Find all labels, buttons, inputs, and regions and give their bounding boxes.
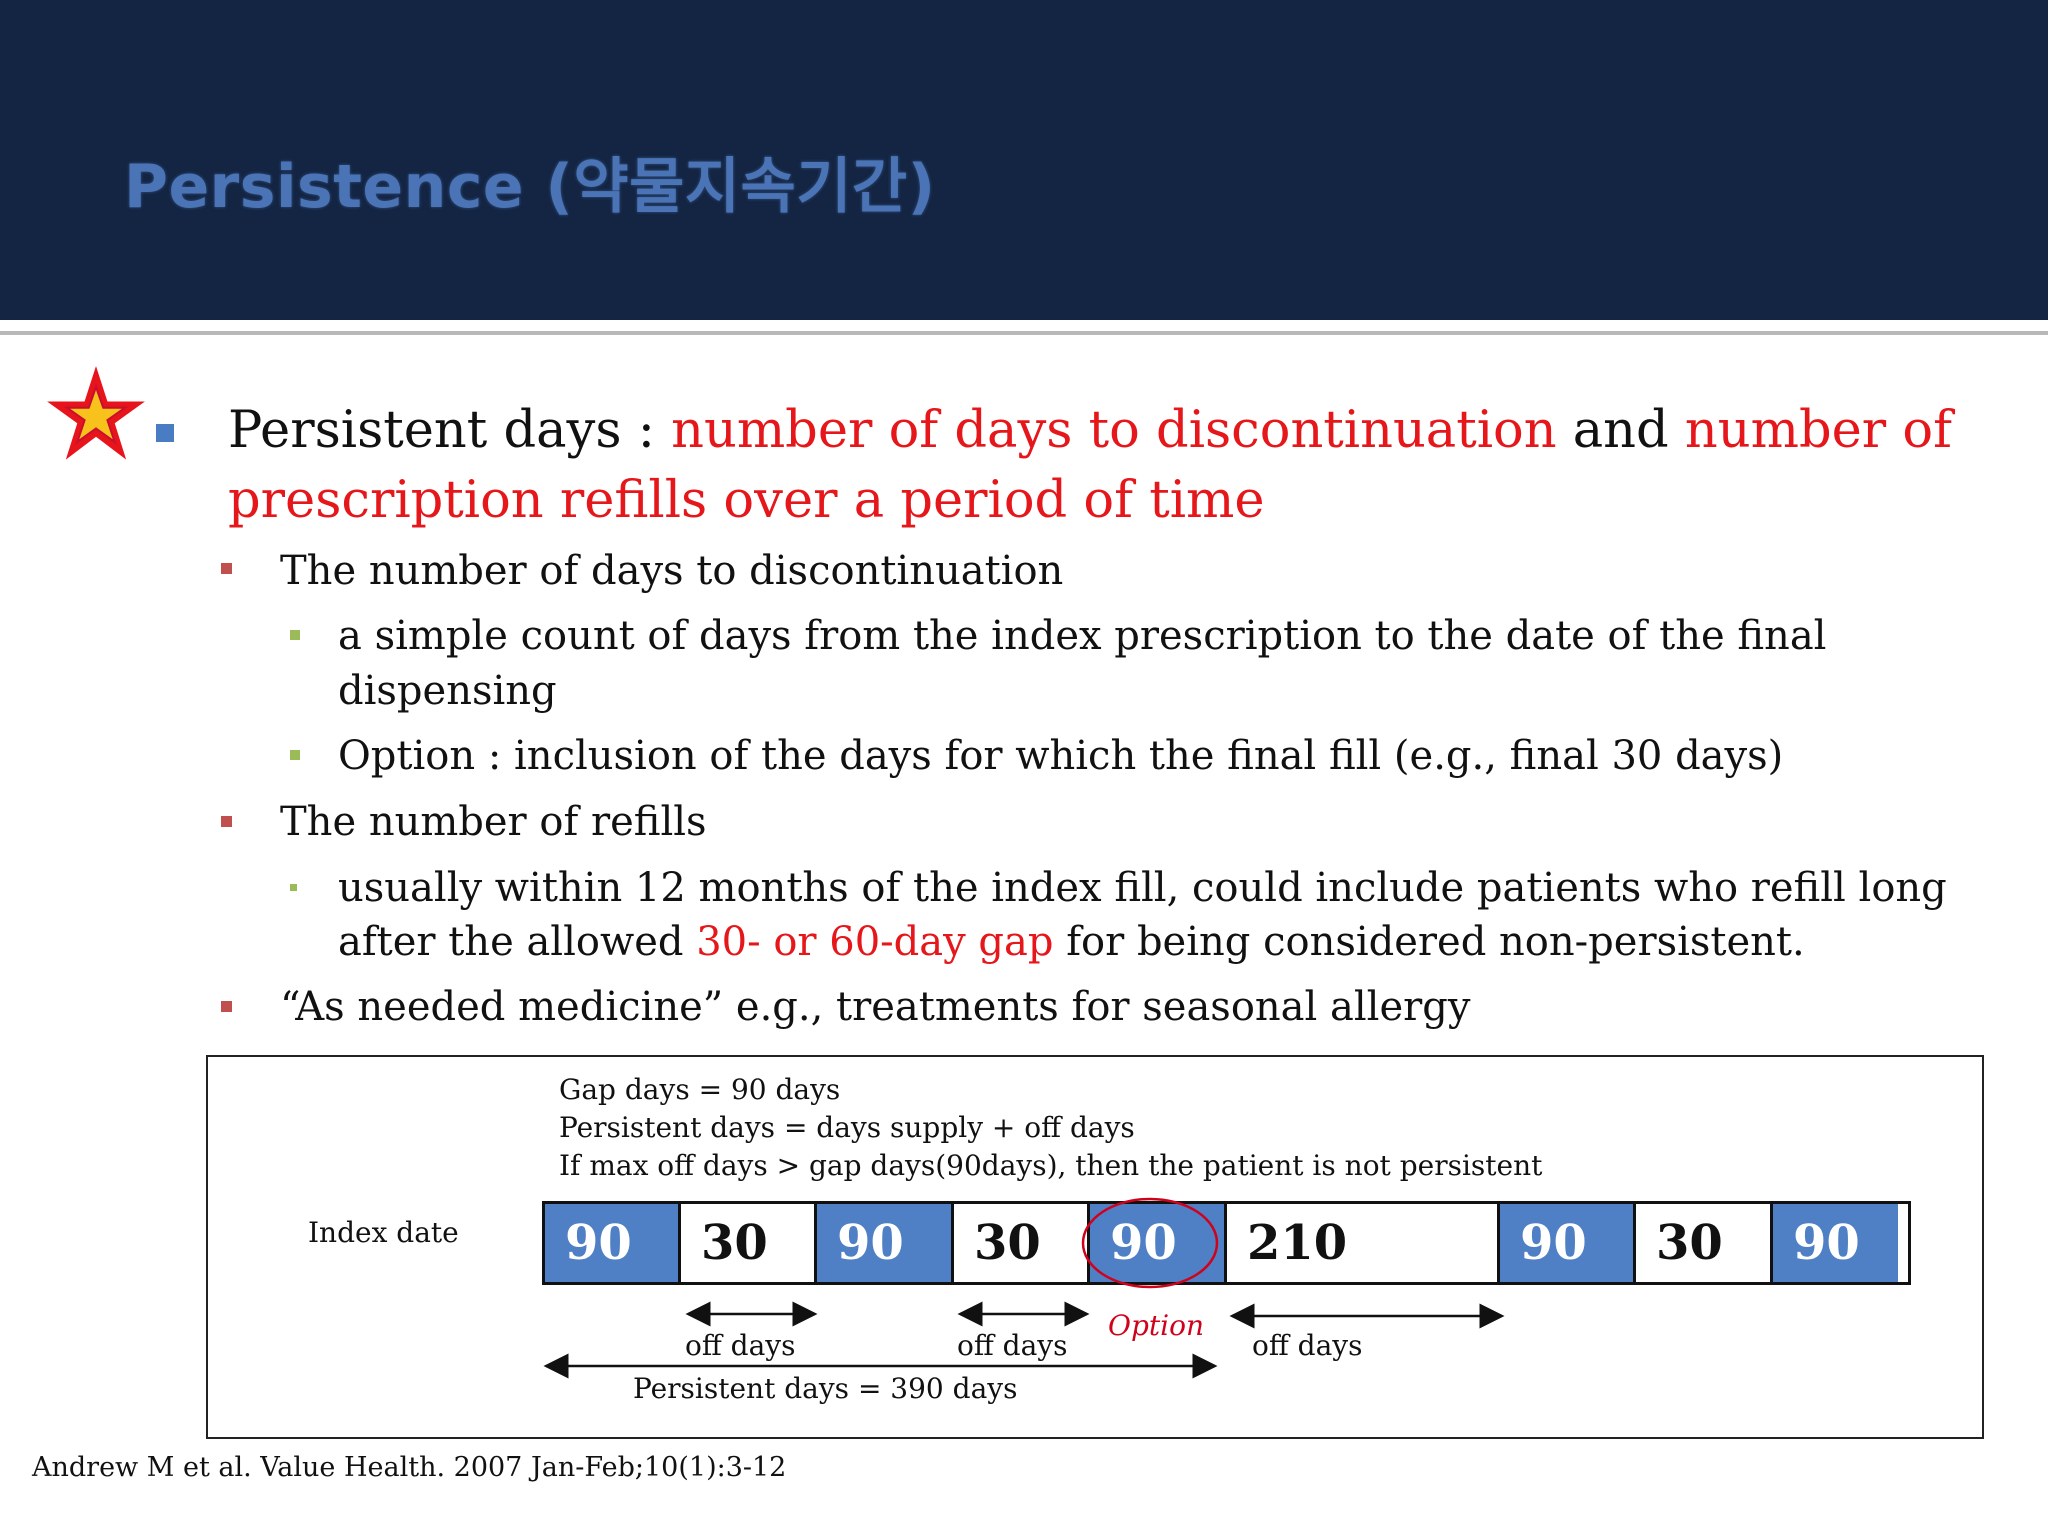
- timeline-segment-supply: 90: [817, 1204, 954, 1282]
- off-days-label: off days: [957, 1329, 1068, 1362]
- bullet-square-icon: [221, 563, 232, 574]
- slide-title: Persistence (약물지속기간): [124, 152, 936, 222]
- slide-header: [0, 0, 2048, 320]
- diagram-note-rule: If max off days > gap days(90days), then…: [559, 1149, 1543, 1182]
- main-bullet-highlight-1: number of days to discontinuation: [671, 401, 1557, 460]
- gap-text-highlight: 30- or 60-day gap: [696, 919, 1054, 965]
- bullet-square-icon: [290, 750, 300, 760]
- timeline-segment-supply: 90: [1773, 1204, 1898, 1282]
- off-days-label: off days: [685, 1329, 796, 1362]
- main-bullet-connector: and: [1556, 401, 1685, 460]
- option-label: Option: [1108, 1309, 1204, 1342]
- star-icon: [47, 366, 145, 460]
- header-divider: [0, 320, 2048, 328]
- sub-sub-bullet-2a-line1: usually within 12 months of the index fi…: [338, 865, 1947, 911]
- timeline-segment-supply: 90: [1500, 1204, 1636, 1282]
- fill-timeline: 90 30 90 30 90 210 90 30 90: [542, 1201, 1911, 1285]
- bullet-square-icon: [221, 816, 232, 827]
- sub-sub-bullet-1b: Option : inclusion of the days for which…: [338, 733, 1784, 779]
- sub-bullet-1: The number of days to discontinuation: [280, 548, 1064, 594]
- bullet-square-icon: [156, 424, 174, 442]
- main-bullet-line-2: prescription refills over a period of ti…: [228, 466, 1265, 536]
- bullet-square-icon: [290, 630, 300, 640]
- gap-text-post: for being considered non-persistent.: [1053, 919, 1805, 965]
- main-bullet-line-1: Persistent days : number of days to disc…: [228, 396, 1952, 466]
- citation: Andrew M et al. Value Health. 2007 Jan-F…: [32, 1452, 787, 1483]
- bullet-square-icon: [290, 884, 297, 891]
- sub-bullet-3: “As needed medicine” e.g., treatments fo…: [280, 984, 1471, 1030]
- bullet-square-icon: [221, 1001, 232, 1012]
- main-bullet-prefix: Persistent days :: [228, 401, 672, 460]
- sub-sub-bullet-1a-line1: a simple count of days from the index pr…: [338, 613, 1827, 659]
- timeline-segment-off: 30: [1636, 1204, 1773, 1282]
- sub-sub-bullet-1a-line2: dispensing: [338, 668, 557, 714]
- gap-text-pre: after the allowed: [338, 919, 697, 965]
- timeline-segment-off: 30: [954, 1204, 1090, 1282]
- index-date-label: Index date: [308, 1216, 459, 1249]
- main-bullet-highlight-2a: number of: [1684, 401, 1952, 460]
- diagram-note-persistent: Persistent days = days supply + off days: [559, 1111, 1135, 1144]
- timeline-segment-supply: 90: [545, 1204, 681, 1282]
- sub-sub-bullet-2a-line2: after the allowed 30- or 60-day gap for …: [338, 914, 1805, 970]
- timeline-segment-supply: 90: [1090, 1204, 1227, 1282]
- main-bullet-highlight-2b: prescription refills over a period of ti…: [228, 471, 1265, 530]
- header-divider-shadow: [0, 331, 2048, 335]
- timeline-segment-off: 210: [1227, 1204, 1500, 1282]
- off-days-label: off days: [1252, 1329, 1363, 1362]
- timeline-segment-off: 30: [681, 1204, 817, 1282]
- sub-bullet-2: The number of refills: [280, 799, 707, 845]
- persistent-days-label: Persistent days = 390 days: [633, 1372, 1018, 1405]
- persistence-diagram: [206, 1055, 1984, 1439]
- diagram-note-gap: Gap days = 90 days: [559, 1073, 841, 1106]
